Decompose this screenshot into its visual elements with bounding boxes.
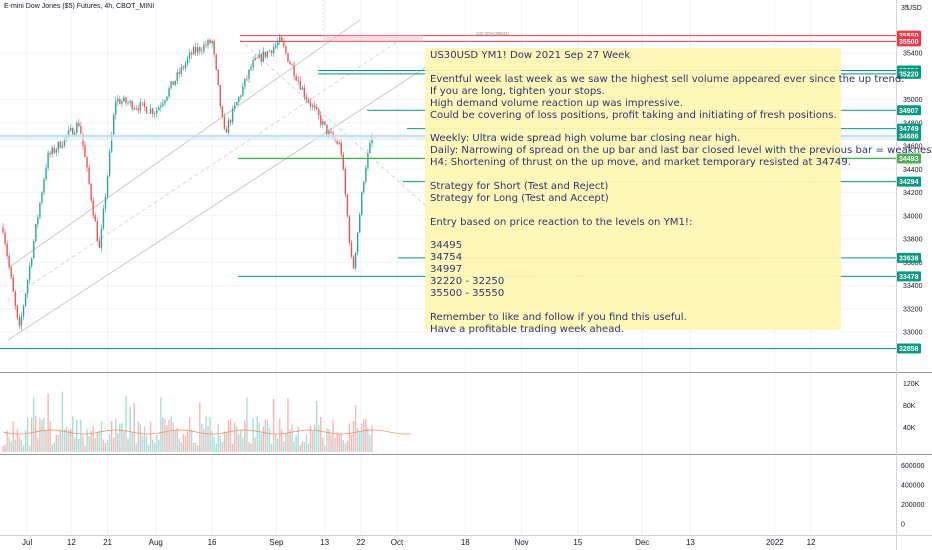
price-tick: 35400 (903, 51, 923, 58)
time-tick: 21 (103, 538, 112, 547)
note-line: 34997 (430, 264, 463, 276)
note-line: Could be covering of loss positions, pro… (430, 109, 837, 121)
level-badge: 35220 (899, 71, 919, 78)
indicator-tick: 600000 (901, 463, 924, 470)
volume-tick: 120K (903, 381, 920, 388)
indicator-tick: 400000 (901, 483, 924, 490)
time-tick: Dec (635, 538, 649, 547)
time-tick: 12 (67, 538, 76, 547)
note-line: Entry based on price reaction to the lev… (430, 216, 693, 228)
volume-tick: 40K (903, 425, 916, 432)
price-tick: 34200 (903, 190, 923, 197)
note-line: Have a profitable trading week ahead. (430, 323, 625, 335)
time-tick: 15 (573, 538, 582, 547)
time-tick: 13 (686, 538, 695, 547)
volume-tick: 80K (903, 403, 916, 410)
note-line (430, 300, 836, 312)
note-line (430, 205, 836, 217)
level-badges: 3555035500352503522034907347493468634493… (897, 30, 921, 354)
currency-prefix: 35 (901, 5, 909, 12)
currency-label: USD (907, 5, 922, 12)
note-line: Daily: Narrowing of spread on the up bar… (430, 145, 932, 157)
analysis-note[interactable]: US30USD YM1! Dow 2021 Sep 27 Week Eventfu… (425, 48, 932, 335)
time-tick: 18 (461, 538, 470, 547)
time-tick: 16 (208, 538, 217, 547)
level-badge: 33478 (899, 274, 919, 281)
time-axis[interactable]: Jul 12 21 Aug 16 Sep 13 22 Oct 18 Nov 15 Dec 13 2022 12 (22, 538, 816, 547)
time-tick: Sep (269, 538, 284, 547)
level-badge: 33638 (899, 255, 919, 262)
time-tick: Nov (514, 538, 528, 547)
price-tick: 34400 (903, 167, 923, 174)
level-badge: 34907 (899, 108, 919, 115)
time-tick: 22 (356, 538, 365, 547)
level-badge: 34749 (899, 126, 919, 133)
level-badge: 34686 (899, 134, 919, 141)
time-tick: 2022 (766, 538, 784, 547)
note-line: Strategy for Long (Test and Accept) (430, 192, 609, 204)
time-tick: Oct (391, 538, 404, 547)
fib-top-label: 100.00%(35541) (476, 31, 510, 36)
price-tick: 33000 (903, 330, 923, 337)
time-tick: Aug (149, 538, 163, 547)
note-line: If you are long, tighten your stops. (430, 85, 605, 97)
note-line: Weekly: Ultra wide spread high volume ba… (430, 133, 741, 145)
note-line: 34754 (430, 252, 463, 264)
time-tick: 13 (320, 538, 329, 547)
note-line (430, 229, 836, 241)
symbol-title[interactable]: E-mini Dow Jones ($5) Futures, 4h, CBOT_… (4, 3, 155, 10)
indicator-axis: 600000 400000 200000 0 (901, 463, 924, 529)
price-tick: 33800 (903, 237, 923, 244)
level-badge: 35500 (899, 39, 919, 46)
price-axis[interactable]: 3540035000348003460034400342003400033800… (903, 51, 923, 337)
indicator-tick: 0 (901, 522, 905, 529)
time-tick: Jul (22, 538, 32, 547)
price-tick: 35000 (903, 97, 923, 104)
price-tick: 34000 (903, 213, 923, 220)
volume-axis: 120K 80K 40K (903, 381, 920, 432)
price-tick: 33400 (903, 283, 923, 290)
note-line: 35500 - 35550 (430, 288, 505, 300)
price-tick: 33200 (903, 306, 923, 313)
level-badge: 34493 (899, 156, 919, 163)
note-line (430, 169, 836, 181)
note-line: 32220 - 32250 (430, 276, 505, 288)
note-line: H4: Shortening of thrust on the up move,… (430, 157, 851, 169)
note-line: High demand volume reaction up was impre… (430, 97, 683, 109)
level-badge: 32858 (899, 346, 919, 353)
candles (2, 33, 373, 330)
indicator-tick: 200000 (901, 502, 924, 509)
note-line: Remember to like and follow if you find … (430, 311, 687, 323)
note-line: US30USD YM1! Dow 2021 Sep 27 Week (430, 50, 631, 61)
note-line (430, 121, 836, 133)
price-tick: 34600 (903, 144, 923, 151)
volume-bars (2, 391, 411, 452)
price-tick: 33600 (903, 260, 923, 267)
note-line: 34495 (430, 240, 463, 252)
note-line (430, 62, 836, 74)
time-tick: 12 (807, 538, 816, 547)
note-line: Strategy for Short (Test and Reject) (430, 180, 609, 192)
level-badge: 34294 (899, 179, 919, 186)
note-line: Eventful week last week as we saw the hi… (430, 73, 905, 85)
